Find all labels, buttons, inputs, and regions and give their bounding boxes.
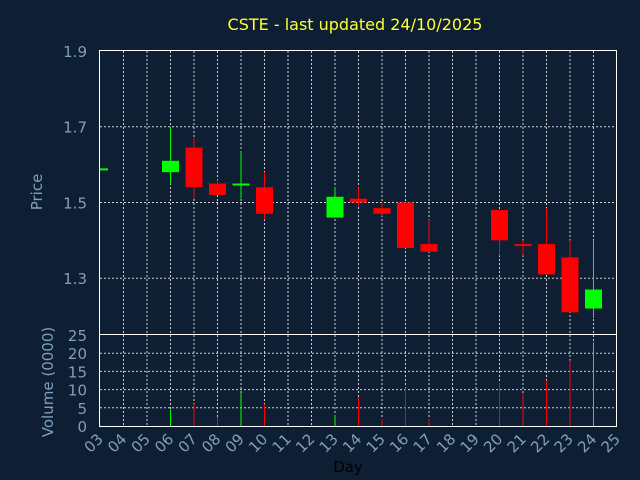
price-tick-label: 1.5	[63, 194, 87, 212]
volume-tick-label: 15	[68, 363, 87, 381]
candle-body	[538, 244, 555, 275]
x-axis-label: Day	[333, 458, 363, 476]
candle	[373, 202, 391, 216]
candle-body	[232, 183, 250, 186]
x-tick-label: 20	[480, 430, 506, 456]
candle	[585, 240, 602, 318]
volume-tick-label: 25	[68, 327, 87, 345]
price-tick-label: 1.7	[63, 119, 87, 137]
x-tick-label: 10	[245, 430, 271, 456]
candle-body	[326, 196, 344, 218]
x-tick-label: 24	[574, 430, 600, 456]
volume-plot-frame	[99, 334, 617, 427]
candle-body	[350, 198, 367, 203]
x-tick-label: 08	[198, 430, 224, 456]
candle-body	[397, 202, 414, 248]
candle-body	[100, 168, 108, 171]
candle	[256, 172, 273, 220]
candle	[538, 208, 555, 275]
candle	[100, 168, 108, 171]
x-tick-label: 04	[104, 430, 130, 456]
volume-tick-label: 5	[77, 400, 87, 418]
price-tick-label: 1.9	[63, 43, 87, 61]
candle	[397, 202, 414, 248]
x-tick-label: 23	[551, 430, 577, 456]
x-tick-label: 06	[151, 430, 177, 456]
x-tick-label: 17	[410, 430, 436, 456]
volume-tick-label: 20	[68, 345, 87, 363]
price-panel: 1.9 1.7 1.5 1.3 Price	[28, 43, 617, 335]
candle-body	[185, 147, 203, 188]
candle-body	[162, 160, 179, 173]
candle	[491, 210, 508, 256]
candle	[561, 240, 579, 313]
candle	[350, 187, 367, 207]
candle-body	[514, 244, 532, 247]
candle	[162, 126, 179, 184]
candle-body	[209, 183, 226, 195]
candle-body	[420, 244, 438, 252]
x-tick-label: 25	[598, 430, 624, 456]
x-tick-label: 05	[128, 430, 154, 456]
x-tick-label: 12	[292, 430, 318, 456]
x-tick-label: 18	[433, 430, 459, 456]
x-tick-label: 16	[386, 430, 412, 456]
chart-title: CSTE - last updated 24/10/2025	[228, 15, 483, 34]
volume-axis-label: Volume (0000)	[39, 327, 57, 437]
candle-body	[561, 257, 579, 313]
price-tick-label: 1.3	[63, 270, 87, 288]
candle-body	[491, 210, 508, 241]
candle	[514, 240, 532, 256]
volume-tick-label: 0	[77, 418, 87, 436]
x-tick-label: 11	[269, 430, 295, 456]
x-tick-label: 21	[504, 430, 530, 456]
x-tick-label: 22	[527, 430, 553, 456]
candle-body	[256, 187, 273, 214]
candle	[326, 187, 344, 218]
candle	[209, 179, 226, 195]
candle	[185, 138, 203, 199]
price-axis-label: Price	[28, 174, 46, 211]
x-tick-label: 07	[175, 430, 201, 456]
x-tick-label: 14	[339, 430, 365, 456]
candle-body	[373, 208, 391, 214]
volume-tick-label: 10	[68, 382, 87, 400]
x-tick-label: 19	[457, 430, 483, 456]
candle-body	[585, 289, 602, 309]
x-tick-label: 15	[363, 430, 389, 456]
x-tick-label: 09	[222, 430, 248, 456]
candle	[420, 219, 438, 252]
x-tick-label: 13	[316, 430, 342, 456]
candle	[232, 151, 250, 199]
